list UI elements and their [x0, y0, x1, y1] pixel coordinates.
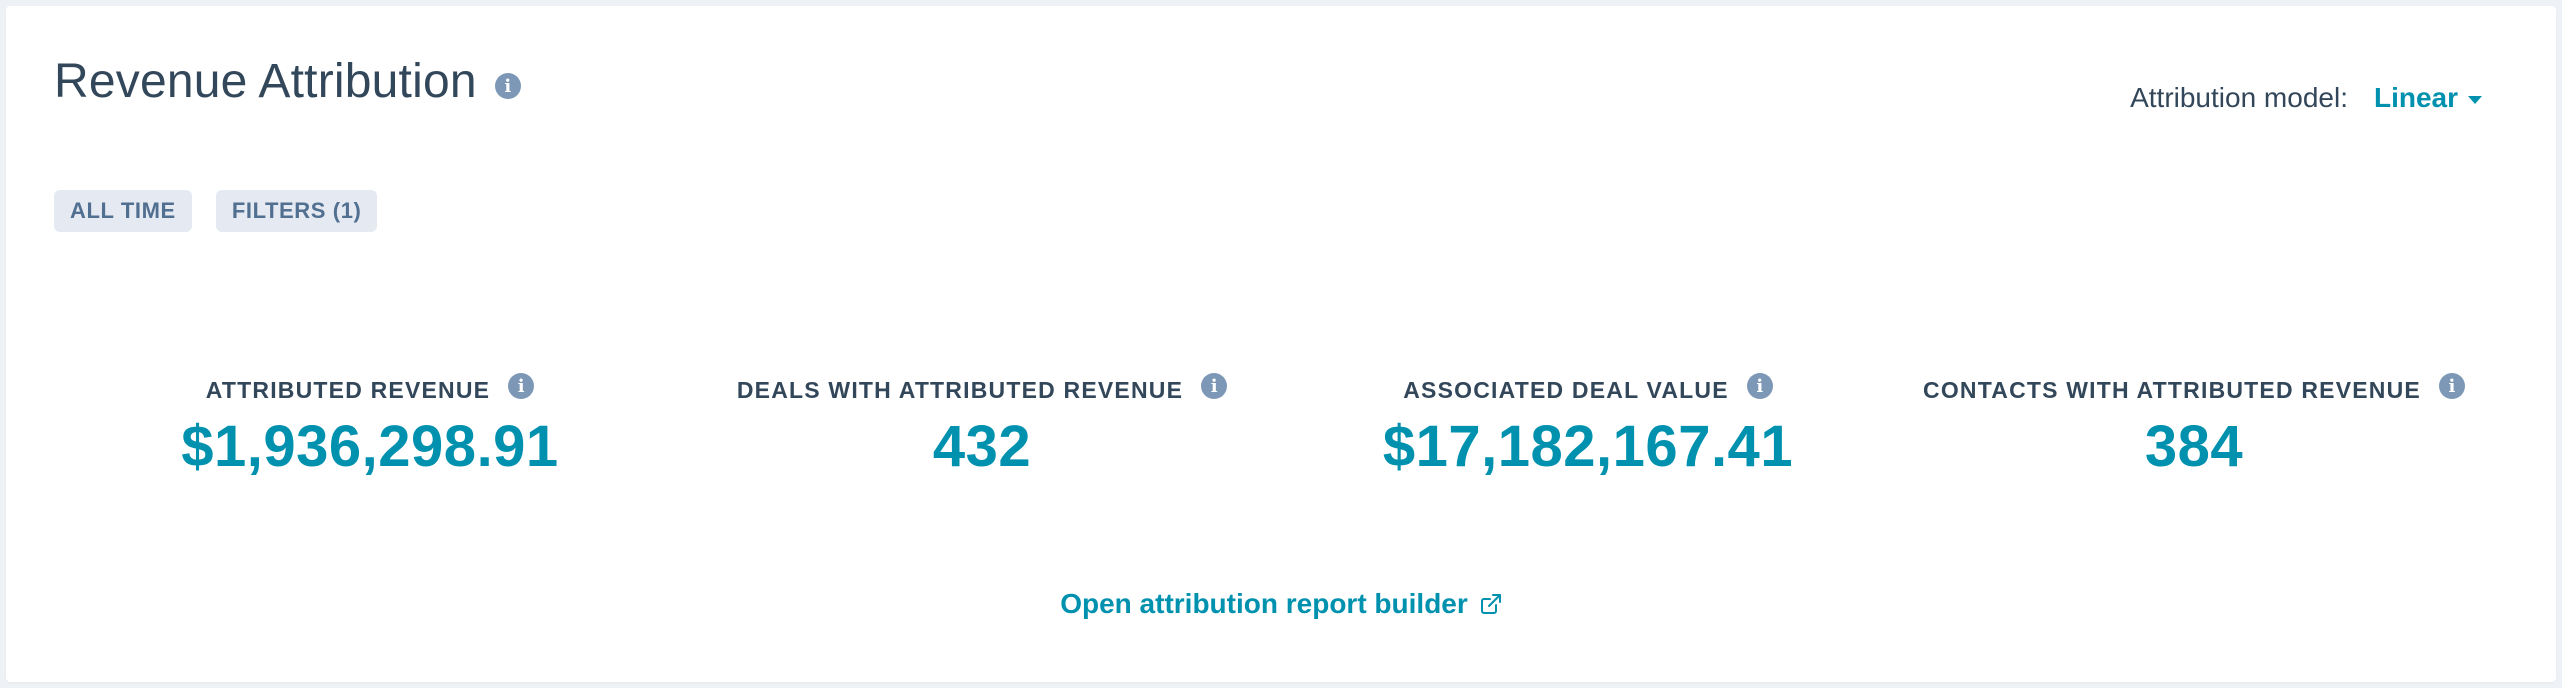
stat-associated-deal-value: ASSOCIATED DEAL VALUE i $17,182,167.41 — [1288, 368, 1888, 482]
open-report-builder-link[interactable]: Open attribution report builder — [0, 588, 2562, 620]
stat-contacts-with-attributed-revenue: CONTACTS WITH ATTRIBUTED REVENUE i 384 — [1894, 368, 2494, 482]
card-header: Revenue Attribution i — [54, 58, 521, 106]
info-icon[interactable]: i — [1201, 373, 1228, 399]
stat-attributed-revenue: ATTRIBUTED REVENUE i $1,936,298.91 — [70, 368, 670, 482]
stat-value: 432 — [932, 414, 1032, 479]
stats-row: ATTRIBUTED REVENUE i $1,936,298.91 DEALS… — [0, 368, 2562, 508]
report-builder-link-label: Open attribution report builder — [1060, 588, 1468, 619]
external-link-icon — [1480, 593, 1502, 615]
info-icon[interactable]: i — [2438, 373, 2465, 399]
attribution-model-label: Attribution model: — [2130, 82, 2348, 113]
revenue-attribution-card: Revenue Attribution i Attribution model:… — [6, 6, 2556, 682]
stat-label: ATTRIBUTED REVENUE — [205, 376, 491, 403]
info-icon[interactable]: i — [1746, 373, 1773, 399]
stat-label: ASSOCIATED DEAL VALUE — [1403, 376, 1729, 403]
attribution-model-control: Attribution model: Linear — [2130, 82, 2482, 114]
stat-label: CONTACTS WITH ATTRIBUTED REVENUE — [1923, 376, 2421, 403]
attribution-model-value: Linear — [2373, 82, 2458, 113]
info-icon[interactable]: i — [508, 373, 535, 399]
filter-chips: ALL TIME FILTERS (1) — [54, 190, 401, 232]
stat-value: $1,936,298.91 — [181, 414, 559, 479]
attribution-model-dropdown[interactable]: Linear — [2374, 82, 2482, 114]
info-icon[interactable]: i — [494, 73, 521, 99]
stat-value: $17,182,167.41 — [1382, 414, 1794, 479]
filters-chip[interactable]: FILTERS (1) — [215, 190, 378, 232]
stat-deals-with-attributed-revenue: DEALS WITH ATTRIBUTED REVENUE i 432 — [682, 368, 1282, 482]
page-title: Revenue Attribution — [54, 55, 477, 108]
caret-down-icon — [2468, 95, 2482, 104]
date-range-chip[interactable]: ALL TIME — [54, 190, 192, 232]
stat-value: 384 — [2144, 414, 2244, 479]
stat-label: DEALS WITH ATTRIBUTED REVENUE — [736, 376, 1184, 403]
